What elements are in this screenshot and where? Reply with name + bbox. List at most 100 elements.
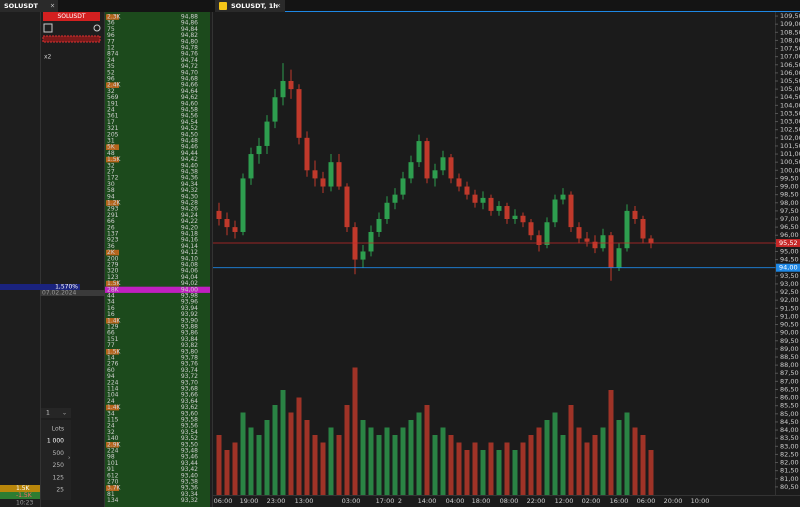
volume: 35 [107,63,115,70]
volume-bar [216,435,222,495]
price-label: 94,50 [780,256,799,264]
lot-selector: 1 [46,410,50,417]
candle-body [464,186,470,195]
price-label: 104,50 [780,93,800,101]
price: 94,66 [181,82,198,89]
lot-option[interactable]: 250 [53,462,65,469]
volume: 98 [107,454,115,461]
candle-body [232,227,238,232]
volume: 24 [107,423,115,430]
volume: 104 [107,392,119,399]
volume: 224 [107,448,119,455]
candle-body [480,197,486,203]
price-label: 96,50 [780,223,799,231]
price: 94,16 [181,237,198,244]
time-label: 04:00 [446,497,465,505]
lot-option[interactable]: 1 000 [47,438,64,445]
candle-body [304,137,310,171]
volume: 2.9K [107,441,122,448]
candle-body [504,206,510,219]
price: 93,74 [181,367,198,374]
price: 94,76 [181,51,198,58]
price: 94,44 [181,150,198,157]
price: 93,88 [181,324,198,331]
candle-body [240,178,246,232]
candle-body [456,178,462,187]
candle-body [368,231,374,252]
volume: 77 [107,342,115,349]
price-label: 82,00 [780,459,799,467]
candle-body [312,170,318,179]
volume: 26 [107,224,115,231]
price-label: 102,00 [780,134,800,142]
candle-body [216,210,222,219]
volume: 66 [107,218,115,225]
price: 93,38 [181,479,198,486]
price-label: 107,50 [780,45,800,53]
lot-option[interactable]: 125 [53,474,65,481]
volume: 3.7K [107,485,122,492]
price-label: 104,00 [780,101,800,109]
price-label: 98,50 [780,191,799,199]
candle-body [568,194,574,228]
candle-body [536,235,542,245]
lot-dropdown[interactable] [41,408,71,418]
volume-bar [328,427,334,495]
arrow-icon: › [68,455,70,462]
volume-bar [512,450,518,495]
volume: 32 [107,162,115,169]
lots-panel [41,420,71,500]
time-label: 08:00 [500,497,519,505]
volume-bar [528,435,534,495]
price-label: 81,00 [780,475,799,483]
price: 93,62 [181,404,198,411]
candle-body [272,97,278,122]
volume: 114 [107,386,119,393]
candle-body [544,222,550,245]
time-label: 16:00 [610,497,629,505]
price-label: 95,00 [780,247,799,255]
volume: 1.5K [107,280,122,287]
dropdown-arrow: ⌄ [62,410,67,417]
price-tag-label: 95,52 [779,239,798,247]
right-tab[interactable] [215,0,285,12]
volume-highlight [106,144,119,150]
volume-bar [432,435,438,495]
volume: 31 [107,138,115,145]
lot-option[interactable]: 500 [53,450,65,457]
price: 93,70 [181,379,198,386]
chart-icon[interactable] [43,23,53,33]
volume: 94 [107,193,115,200]
price: 93,60 [181,410,198,417]
price: 93,34 [181,491,198,498]
volume: 94 [107,373,115,380]
multiplier: x2 [44,54,52,61]
footer-sell: -1.5K [16,492,33,499]
volume-bar [456,442,462,495]
volume-bar [368,427,374,495]
price: 94,02 [181,280,198,287]
footer-time: 10:23 [16,500,33,507]
symbol-button-label: SOLUSDT [57,13,85,20]
price-label: 80,50 [780,483,799,491]
price-label: 99,50 [780,174,799,182]
volume-bar [480,450,486,495]
volume: 24 [107,398,115,405]
left-tab[interactable] [0,0,58,12]
price: 93,36 [181,485,198,492]
symbol-button[interactable] [43,12,100,21]
lot-option[interactable]: 25 [56,487,64,494]
volume-bar [440,427,446,495]
volume: 1.5K [107,348,122,355]
price: 93,66 [181,392,198,399]
time-label: 06:00 [214,497,233,505]
price: 94,56 [181,113,198,120]
volume-bar [520,442,526,495]
price-label: 83,50 [780,434,799,442]
close-icon[interactable]: × [276,3,281,10]
close-icon[interactable]: × [50,3,55,10]
time-label: 12:00 [555,497,574,505]
settings-icon[interactable] [93,24,101,32]
candle-body [440,157,446,171]
volume-bar [616,420,622,495]
